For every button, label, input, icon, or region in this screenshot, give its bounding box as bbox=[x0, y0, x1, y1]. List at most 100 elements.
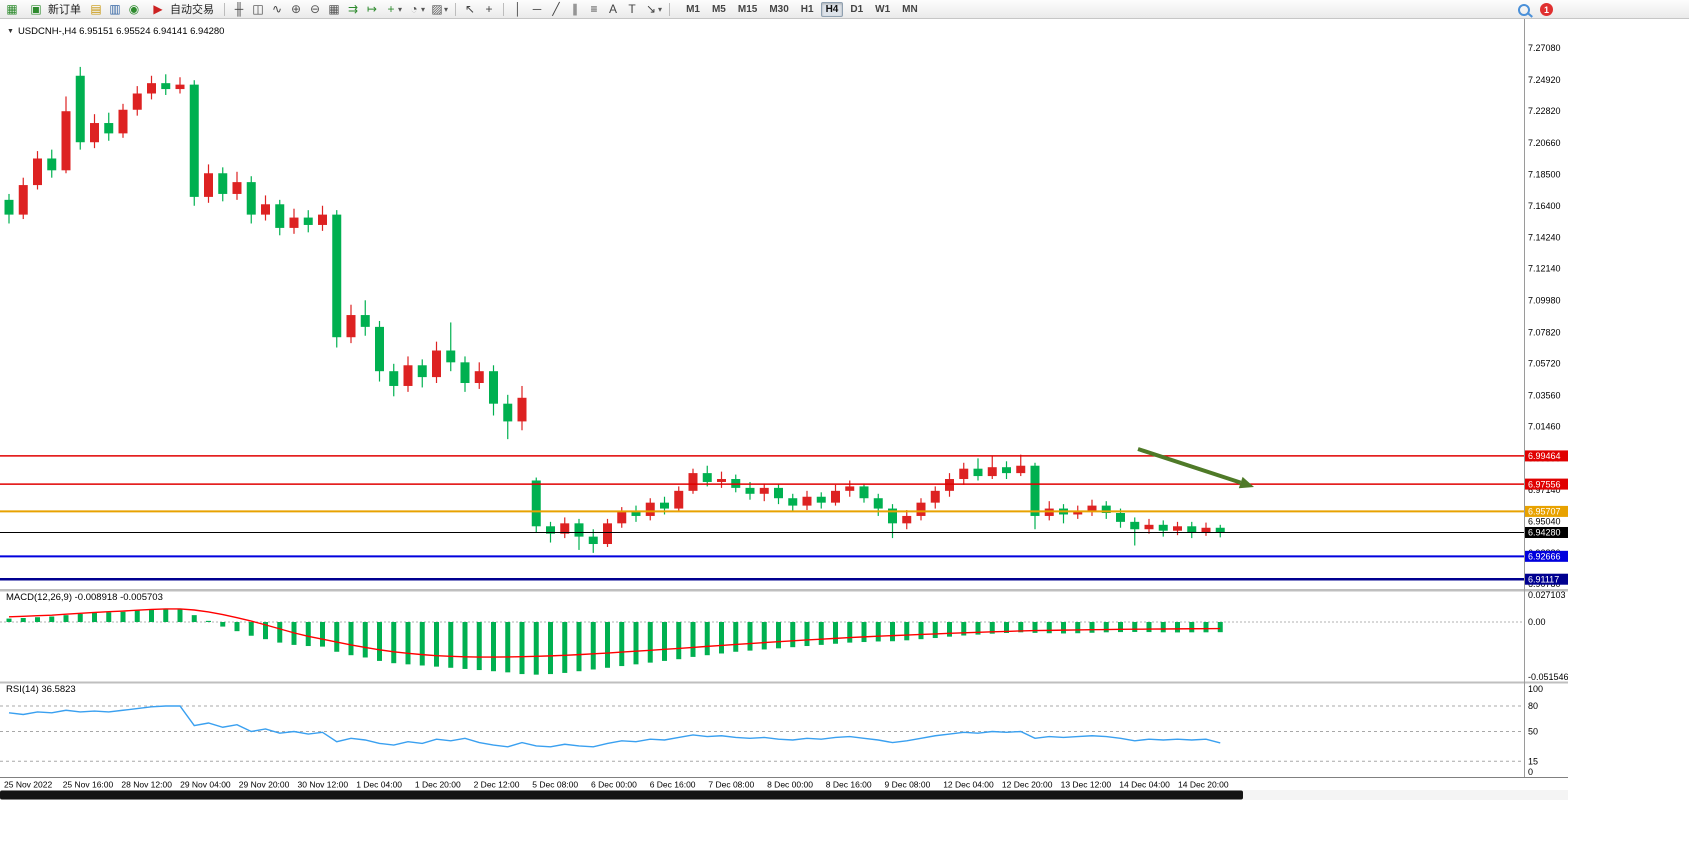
svg-text:50: 50 bbox=[1528, 727, 1538, 737]
pane-divider[interactable] bbox=[0, 589, 1568, 592]
rsi-pane: 100 80 50 150 bbox=[0, 684, 1543, 777]
tile-windows-icon[interactable]: ▦ bbox=[328, 1, 340, 16]
price-tag-6.97556: 6.97556 bbox=[1525, 478, 1568, 490]
macd-pane: 0.027103 0.00 -0.051546 bbox=[0, 590, 1568, 682]
horizontal-line-icon[interactable]: ─ bbox=[532, 1, 542, 16]
auto-scroll-icon[interactable]: ⇉ bbox=[347, 1, 359, 16]
text-label-icon[interactable]: T bbox=[628, 1, 636, 16]
templates-icon[interactable]: ▨ bbox=[431, 1, 443, 16]
svg-text:28 Nov 12:00: 28 Nov 12:00 bbox=[121, 780, 172, 790]
collapse-triangle-icon[interactable]: ▼ bbox=[7, 28, 14, 35]
timeframe-button-h1[interactable]: H1 bbox=[796, 2, 819, 17]
price-tag-6.92666: 6.92666 bbox=[1525, 550, 1568, 562]
h-scrollbar-thumb[interactable] bbox=[0, 790, 1243, 800]
svg-text:6.99464: 6.99464 bbox=[1528, 451, 1561, 461]
indicators-dropdown-icon[interactable]: ▾ bbox=[398, 4, 403, 14]
svg-text:7.05720: 7.05720 bbox=[1528, 359, 1561, 369]
notification-badge[interactable]: 1 bbox=[1540, 3, 1553, 16]
terminal-icon[interactable]: ▥ bbox=[109, 1, 121, 16]
chart-window: 7.27080 7.24920 7.22820 7.20660 7.18500 7.164… bbox=[0, 19, 1568, 800]
svg-text:8 Dec 16:00: 8 Dec 16:00 bbox=[826, 780, 872, 790]
svg-text:14 Dec 20:00: 14 Dec 20:00 bbox=[1178, 780, 1229, 790]
svg-text:7.14240: 7.14240 bbox=[1528, 233, 1561, 243]
svg-text:29 Nov 04:00: 29 Nov 04:00 bbox=[180, 780, 231, 790]
svg-text:6.97556: 6.97556 bbox=[1528, 479, 1561, 489]
svg-text:12 Dec 20:00: 12 Dec 20:00 bbox=[1002, 780, 1053, 790]
svg-text:7.20660: 7.20660 bbox=[1528, 138, 1561, 148]
svg-text:7.01460: 7.01460 bbox=[1528, 421, 1561, 431]
macd-name: MACD(12,26,9) bbox=[6, 592, 72, 603]
channel-icon[interactable]: ∥ bbox=[572, 1, 579, 16]
svg-text:2 Dec 12:00: 2 Dec 12:00 bbox=[474, 780, 520, 790]
rsi-value: 36.5823 bbox=[41, 684, 76, 695]
crosshair-icon[interactable]: + bbox=[485, 1, 493, 16]
svg-text:100: 100 bbox=[1528, 684, 1543, 694]
periods-dropdown-icon[interactable]: ▾ bbox=[421, 4, 426, 14]
profiles-icon[interactable]: ▤ bbox=[90, 1, 102, 16]
toolbar-separator bbox=[224, 2, 225, 16]
pane-divider[interactable] bbox=[0, 681, 1568, 684]
toolbar-right: 1 bbox=[1518, 3, 1553, 16]
strategy-tester-icon[interactable]: ◉ bbox=[128, 1, 140, 16]
svg-text:6 Dec 00:00: 6 Dec 00:00 bbox=[591, 780, 637, 790]
autotrading-label: 自动交易 bbox=[170, 4, 214, 16]
svg-text:5 Dec 08:00: 5 Dec 08:00 bbox=[532, 780, 578, 790]
timeframe-button-h4[interactable]: H4 bbox=[820, 1, 844, 17]
svg-text:6 Dec 16:00: 6 Dec 16:00 bbox=[650, 780, 696, 790]
candlestick-chart-icon[interactable]: ◫ bbox=[252, 1, 264, 16]
timeframe-button-d1[interactable]: D1 bbox=[845, 2, 868, 17]
svg-text:25 Nov 2022: 25 Nov 2022 bbox=[4, 780, 52, 790]
chart-canvas[interactable]: 7.27080 7.24920 7.22820 7.20660 7.18500 7.164… bbox=[0, 19, 1568, 800]
svg-text:7.12140: 7.12140 bbox=[1528, 264, 1561, 274]
templates-dropdown-icon[interactable]: ▾ bbox=[444, 4, 449, 14]
autotrading-button[interactable]: ▶ 自动交易 bbox=[144, 1, 219, 18]
cursor-icon[interactable]: ↖ bbox=[465, 1, 476, 16]
svg-text:6.95707: 6.95707 bbox=[1528, 507, 1561, 517]
new-chart-icon[interactable]: ▦ bbox=[6, 1, 18, 16]
svg-text:0: 0 bbox=[1528, 767, 1533, 777]
svg-text:6.95040: 6.95040 bbox=[1528, 516, 1561, 526]
macd-values: -0.008918 -0.005703 bbox=[74, 592, 163, 603]
svg-text:0.00: 0.00 bbox=[1528, 617, 1546, 627]
new-order-icon: ▣ bbox=[30, 1, 42, 16]
timeframe-button-m5[interactable]: M5 bbox=[707, 2, 731, 17]
svg-text:6.97140: 6.97140 bbox=[1528, 485, 1561, 495]
time-axis-labels: 25 Nov 2022 25 Nov 16:00 28 Nov 12:00 29 No… bbox=[4, 780, 1229, 790]
svg-text:7.07820: 7.07820 bbox=[1528, 327, 1561, 337]
timeframe-buttons: M1 M5 M15 M30 H1 H4 D1 W1 MN bbox=[681, 1, 923, 17]
new-order-label: 新订单 bbox=[48, 4, 81, 16]
chart-shift-icon[interactable]: ↦ bbox=[366, 1, 378, 16]
timeframe-button-mn[interactable]: MN bbox=[897, 2, 923, 17]
timeframe-button-w1[interactable]: W1 bbox=[870, 2, 895, 17]
indicators-icon[interactable]: + bbox=[387, 1, 395, 16]
svg-text:7.22820: 7.22820 bbox=[1528, 106, 1561, 116]
line-chart-icon[interactable]: ∿ bbox=[271, 1, 283, 16]
svg-text:30 Nov 12:00: 30 Nov 12:00 bbox=[298, 780, 349, 790]
vertical-line-icon[interactable]: │ bbox=[514, 1, 522, 16]
bar-chart-icon[interactable]: ╫ bbox=[234, 1, 244, 16]
autotrading-play-icon: ▶ bbox=[153, 1, 163, 16]
zoom-in-icon[interactable]: ⊕ bbox=[290, 1, 302, 16]
periods-clock-icon[interactable]: ◔ bbox=[410, 1, 418, 16]
text-icon[interactable]: A bbox=[609, 1, 618, 16]
arrows-dropdown-icon[interactable]: ▾ bbox=[658, 4, 663, 14]
timeframe-button-m15[interactable]: M15 bbox=[733, 2, 762, 17]
timeframe-button-m30[interactable]: M30 bbox=[764, 2, 793, 17]
candles bbox=[4, 66, 1225, 553]
new-order-button[interactable]: ▣ 新订单 bbox=[22, 1, 86, 18]
svg-text:7.24920: 7.24920 bbox=[1528, 75, 1561, 85]
trend-arrow[interactable] bbox=[1137, 447, 1254, 489]
chart-symbol: USDCNH-,H4 bbox=[17, 26, 77, 37]
timeframe-button-m1[interactable]: M1 bbox=[681, 2, 705, 17]
svg-text:1 Dec 04:00: 1 Dec 04:00 bbox=[356, 780, 402, 790]
zoom-out-icon[interactable]: ⊖ bbox=[309, 1, 321, 16]
search-icon[interactable] bbox=[1518, 3, 1530, 16]
trendline-icon[interactable]: ╱ bbox=[552, 1, 560, 16]
price-tag-6.94280: 6.94280 bbox=[1525, 526, 1568, 538]
arrows-tool-icon[interactable]: ↘ bbox=[646, 1, 657, 16]
toolbar-separator bbox=[455, 2, 457, 16]
chart-ohlc-values: 6.95151 6.95524 6.94141 6.94280 bbox=[79, 26, 225, 37]
fibonacci-icon[interactable]: ≡ bbox=[590, 1, 598, 16]
svg-text:-0.051546: -0.051546 bbox=[1528, 672, 1568, 682]
